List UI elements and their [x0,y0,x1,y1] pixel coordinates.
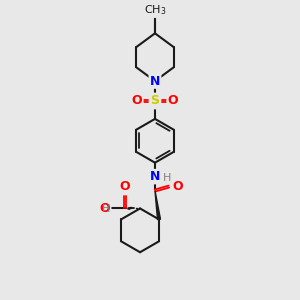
Text: O: O [172,180,182,193]
Text: N: N [150,75,160,88]
Text: H: H [102,204,111,214]
Text: N: N [150,170,160,183]
Text: O: O [120,179,130,193]
Text: CH$_3$: CH$_3$ [144,4,166,17]
Text: O: O [168,94,178,107]
Polygon shape [155,190,160,220]
Text: O: O [132,94,142,107]
Text: S: S [151,94,160,107]
Text: O: O [100,202,110,215]
Text: H: H [163,172,171,183]
